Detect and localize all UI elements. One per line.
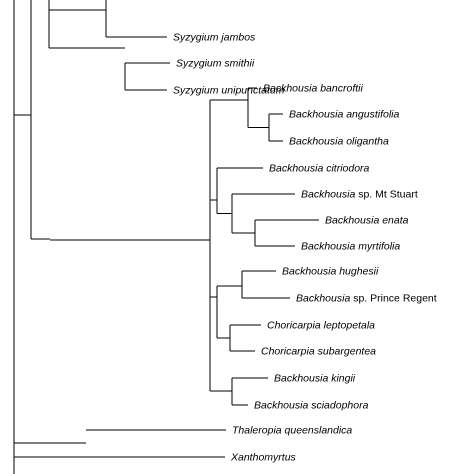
taxon-epithet: hughesii	[336, 266, 379, 278]
tip-label-bac-ban: Backhousia bancroftii	[263, 83, 363, 95]
taxon-epithet: myrtifolia	[355, 241, 400, 253]
tip-label-bac-myr: Backhousia myrtifolia	[301, 241, 400, 253]
tip-label-cho-sub: Choricarpia subargentea	[261, 346, 376, 358]
taxon-genus: Backhousia	[301, 241, 355, 253]
taxon-genus: Backhousia	[296, 293, 350, 305]
taxon-genus: Xanthomyrtus	[230, 452, 297, 464]
tip-label-xan: Xanthomyrtus	[230, 452, 297, 464]
taxon-qualifier: sp. Prince Regent	[350, 293, 436, 305]
taxon-epithet: unipunctatum	[219, 85, 285, 97]
tip-label-bac-ang: Backhousia angustifolia	[289, 109, 399, 121]
taxon-epithet: smithii	[222, 58, 255, 70]
tip-label-syz-smi: Syzygium smithii	[176, 58, 255, 70]
tip-label-bac-sci: Backhousia sciadophora	[254, 400, 369, 412]
tip-label-tha-que: Thaleropia queenslandica	[232, 425, 352, 437]
taxon-epithet: oligantha	[343, 136, 389, 148]
taxon-epithet: jambos	[219, 32, 257, 44]
tip-label-bac-kin: Backhousia kingii	[274, 373, 356, 385]
tip-label-syz-uni: Syzygium unipunctatum	[173, 85, 285, 97]
taxon-epithet: angustifolia	[343, 109, 399, 121]
taxon-genus: Choricarpia	[261, 346, 315, 358]
taxon-epithet: citriodora	[323, 163, 369, 175]
taxon-genus: Choricarpia	[267, 320, 321, 332]
taxon-genus: Syzygium	[176, 58, 222, 70]
taxon-genus: Backhousia	[325, 215, 379, 227]
taxon-genus: Backhousia	[263, 83, 317, 95]
taxon-qualifier: sp. Mt Stuart	[355, 189, 418, 201]
tip-label-bac-prr: Backhousia sp. Prince Regent	[296, 293, 437, 305]
taxon-genus: Backhousia	[289, 109, 343, 121]
taxon-genus: Thaleropia	[232, 425, 282, 437]
taxon-genus: Syzygium	[173, 85, 219, 97]
taxon-epithet: kingii	[328, 373, 356, 385]
tip-label-bac-ena: Backhousia enata	[325, 215, 409, 227]
taxon-epithet: subargentea	[315, 346, 376, 358]
tip-label-bac-cit: Backhousia citriodora	[269, 163, 370, 175]
taxon-genus: Backhousia	[289, 136, 343, 148]
tip-label-bac-oli: Backhousia oligantha	[289, 136, 389, 148]
taxon-epithet: leptopetala	[321, 320, 375, 332]
taxon-genus: Syzygium	[173, 32, 219, 44]
taxon-genus: Backhousia	[254, 400, 308, 412]
taxon-genus: Backhousia	[282, 266, 336, 278]
taxon-epithet: bancroftii	[317, 83, 363, 95]
tree-branches	[13, 0, 319, 474]
tip-label-bac-mts: Backhousia sp. Mt Stuart	[301, 189, 418, 201]
taxon-genus: Backhousia	[269, 163, 323, 175]
taxon-genus: Backhousia	[274, 373, 328, 385]
taxon-epithet: enata	[379, 215, 408, 227]
tip-label-syz-jam: Syzygium jambos	[173, 32, 256, 44]
taxon-epithet: queenslandica	[282, 425, 353, 437]
taxon-genus: Backhousia	[301, 189, 355, 201]
taxon-epithet: sciadophora	[308, 400, 368, 412]
tip-label-bac-hug: Backhousia hughesii	[282, 266, 379, 278]
tip-label-cho-lep: Choricarpia leptopetala	[267, 320, 375, 332]
